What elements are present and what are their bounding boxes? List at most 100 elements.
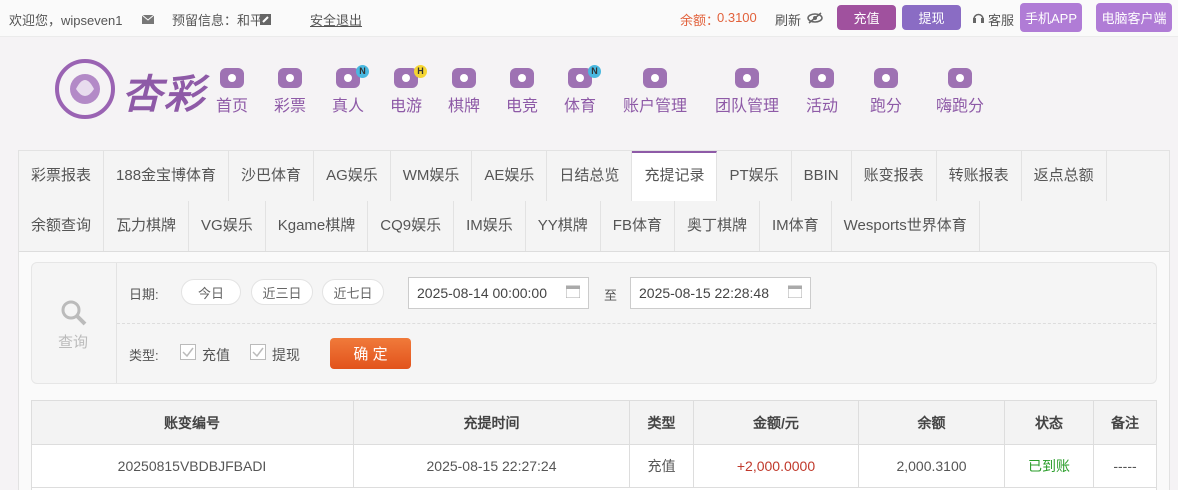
tab[interactable]: CQ9娱乐 <box>368 201 455 251</box>
withdraw-button[interactable]: 提现 <box>902 5 961 30</box>
type-option[interactable]: 提现 <box>272 347 300 363</box>
confirm-button[interactable]: 确 定 <box>330 338 411 369</box>
calendar-icon <box>565 284 581 299</box>
checkbox <box>180 344 196 360</box>
tab[interactable]: 返点总额 <box>1022 151 1107 201</box>
balance-label: 余额： <box>680 13 720 28</box>
logo-emblem <box>54 59 116 119</box>
quick-range-button[interactable]: 今日 <box>181 279 241 305</box>
nav-badge: H <box>414 65 427 78</box>
calendar-icon-svg <box>787 285 803 299</box>
table-cell: 已到账 <box>1005 445 1094 488</box>
nav-item[interactable]: 活动 <box>777 62 867 120</box>
logout-link[interactable]: 安全退出 <box>310 13 363 28</box>
nav-label: 账户管理 <box>622 98 687 115</box>
tab[interactable]: 奥丁棋牌 <box>675 201 760 251</box>
tab[interactable]: IM娱乐 <box>454 201 526 251</box>
tab[interactable]: 瓦力棋牌 <box>104 201 190 251</box>
tab[interactable]: Wesports世界体育 <box>832 201 980 251</box>
filter-divider <box>116 263 117 383</box>
nav-label: 跑分 <box>869 98 902 115</box>
tab[interactable]: AG娱乐 <box>314 151 391 201</box>
tab[interactable]: 余额查询 <box>19 201 105 251</box>
tab[interactable]: WM娱乐 <box>391 151 473 201</box>
nav-item[interactable]: 首页 <box>187 62 277 120</box>
quick-range-button[interactable]: 近三日 <box>251 279 313 305</box>
column-header: 备注 <box>1094 401 1157 444</box>
nav-item[interactable]: 电竞 <box>477 62 567 120</box>
nav-badge: N <box>588 65 601 78</box>
tab[interactable]: PT娱乐 <box>717 151 792 201</box>
table-cell: 充值 <box>630 445 694 488</box>
mail-icon <box>141 12 155 24</box>
nav-icon <box>220 68 244 88</box>
nav-icon <box>643 68 667 88</box>
nav-icon <box>452 68 476 88</box>
nav-icon <box>874 68 898 88</box>
date-to: 至 <box>604 288 618 303</box>
pc-client-button[interactable]: 电脑客户端 <box>1096 3 1172 32</box>
mobile-app-button[interactable]: 手机APP <box>1020 3 1082 32</box>
nav-label: 电游 <box>389 98 422 115</box>
table-header-bg <box>32 401 1156 445</box>
refresh-link[interactable]: 刷新 <box>775 13 802 28</box>
nav-label: 团队管理 <box>714 98 779 115</box>
tab[interactable]: 转账报表 <box>937 151 1022 201</box>
nav-item[interactable]: 跑分 <box>841 62 931 120</box>
checkbox-svg <box>180 344 196 360</box>
nav-item[interactable]: 账户管理 <box>610 62 700 120</box>
tabs-bg <box>19 151 1169 252</box>
search-icon <box>59 298 89 328</box>
nav-label: 活动 <box>805 98 838 115</box>
tab-row: 彩票报表 188金宝博体育 沙巴体育 AG娱乐 WM娱乐 AE娱乐 日结总览 充提记录 PT娱乐… <box>19 151 1107 201</box>
type-option[interactable]: 充值 <box>202 347 230 363</box>
service-link[interactable]: 客服 <box>988 13 1015 28</box>
tab[interactable]: FB体育 <box>601 201 675 251</box>
tab[interactable]: 日结总览 <box>547 151 633 201</box>
nav-item[interactable]: 嗨跑分 <box>915 62 1005 120</box>
nav-item[interactable]: 棋牌 <box>419 62 509 120</box>
welcome: 欢迎您，wipseven1 <box>9 13 123 28</box>
tab[interactable]: 188金宝博体育 <box>104 151 230 201</box>
nav-icon <box>336 68 360 88</box>
calendar-icon-svg <box>565 285 581 299</box>
nav-label: 首页 <box>215 98 248 115</box>
date-input[interactable]: 2025-08-15 22:28:48 <box>630 277 811 309</box>
tab[interactable]: AE娱乐 <box>472 151 548 201</box>
tab[interactable]: 账变报表 <box>852 151 937 201</box>
mail-icon-svg <box>141 14 155 24</box>
nav-item[interactable]: 彩票 <box>245 62 335 120</box>
nav-icon <box>394 68 418 88</box>
quick-range-button[interactable]: 近七日 <box>322 279 384 305</box>
deposit-button[interactable]: 充值 <box>837 5 896 30</box>
nav-item[interactable]: 电游 H <box>361 62 451 120</box>
filter-row-divider <box>117 323 1156 324</box>
checkbox-svg <box>250 344 266 360</box>
nav-label: 体育 <box>563 98 596 115</box>
eye-icon-svg <box>807 12 823 24</box>
tab[interactable]: BBIN <box>792 151 852 201</box>
tab-row: 余额查询 瓦力棋牌 VG娱乐 Kgame棋牌 CQ9娱乐 IM娱乐 YY棋牌 FB体育 奥丁棋牌… <box>19 201 980 251</box>
tab[interactable]: IM体育 <box>760 201 832 251</box>
nav-icon <box>278 68 302 88</box>
tab[interactable]: YY棋牌 <box>526 201 601 251</box>
tab[interactable]: 彩票报表 <box>19 151 105 201</box>
table-cell: 20250815VBDBJFBADI <box>31 445 354 488</box>
tab[interactable]: 沙巴体育 <box>229 151 315 201</box>
tab[interactable]: Kgame棋牌 <box>266 201 369 251</box>
column-header: 账变编号 <box>31 401 354 444</box>
checkbox <box>250 344 266 360</box>
tab[interactable]: 充提记录 <box>632 151 718 201</box>
column-header: 类型 <box>630 401 694 444</box>
nav-item[interactable]: 体育 N <box>535 62 625 120</box>
nav-item[interactable]: 真人 N <box>303 62 393 120</box>
column-header: 充提时间 <box>354 401 630 444</box>
nav-badge: N <box>356 65 369 78</box>
nav-item[interactable]: 团队管理 <box>702 62 792 120</box>
eye-icon <box>807 11 823 24</box>
nav-icon <box>810 68 834 88</box>
date-input[interactable]: 2025-08-14 00:00:00 <box>408 277 589 309</box>
tab[interactable]: VG娱乐 <box>189 201 266 251</box>
table-cell: 2,000.3100 <box>859 445 1005 488</box>
logo-emblem-svg <box>55 59 115 119</box>
